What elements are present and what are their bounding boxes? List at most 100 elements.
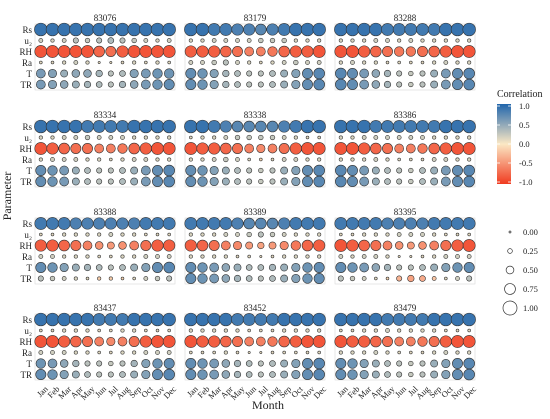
y-axis-title: Parameter [0, 172, 14, 221]
bubble-Ra-oct [294, 350, 298, 355]
panel-83452: 83452JanFebMarAprMayJunJulAugSepOctNovDe… [184, 302, 328, 402]
bubble-u-jan [338, 135, 343, 140]
bubble-u-may [84, 134, 91, 141]
bubble-u-may [235, 328, 240, 333]
bubble-Rs-jun [243, 217, 255, 230]
bubble-T-jul [408, 70, 414, 77]
bubble-Ra-apr [373, 350, 379, 355]
bubble-T-oct [291, 358, 301, 369]
bubble-TR-jul [107, 178, 114, 185]
bubble-Ra-oct [143, 350, 149, 355]
bubble-T-dec [463, 164, 475, 177]
bubble-RH-apr [370, 45, 382, 58]
bubble-RH-apr [221, 240, 231, 251]
bubble-RH-may [382, 46, 393, 57]
bubble-u-oct [144, 328, 148, 333]
bubble-Ra-jun [397, 255, 401, 258]
bubble-RH-jan [334, 335, 348, 348]
bubble-u-apr [373, 232, 378, 237]
bubble-TR-nov [452, 176, 463, 187]
bubble-Ra-jun [397, 60, 401, 65]
bubble-u-mar [362, 328, 367, 333]
bubble-Ra-apr [73, 157, 79, 162]
size-legend-label: 0.25 [523, 246, 538, 256]
bubble-T-mar [209, 262, 219, 273]
bubble-u-dec [167, 328, 171, 333]
bubble-TR-mar [359, 176, 369, 187]
bubble-Rs-may [80, 312, 95, 327]
bubble-Rs-nov [300, 119, 315, 134]
bubble-Rs-jul [255, 217, 267, 230]
bubble-Ra-aug [420, 157, 425, 162]
bubble-u-aug [269, 37, 276, 44]
bubble-Rs-aug [266, 217, 279, 230]
bubble-TR-sep [130, 370, 139, 379]
bubble-TR-mar [361, 276, 367, 281]
bubble-T-jul [257, 360, 264, 367]
y-tick-label: TR [20, 80, 32, 90]
bubble-u-jun [397, 38, 402, 43]
bubble-Rs-oct [139, 119, 153, 134]
bubble-Ra-may [385, 157, 390, 162]
bubble-Ra-feb [200, 350, 205, 355]
bubble-TR-sep [280, 177, 289, 186]
bubble-T-apr [72, 359, 80, 368]
bubble-u-dec [317, 328, 322, 333]
bubble-Ra-oct [293, 59, 299, 66]
bubble-TR-jul [408, 178, 414, 185]
panel-strip [335, 206, 475, 218]
bubble-RH-apr [370, 142, 382, 155]
bubble-TR-feb [197, 79, 208, 90]
y-tick-label: Ra [22, 252, 32, 262]
bubble-u-apr [73, 328, 78, 333]
bubble-u-jan [39, 232, 43, 237]
bubble-Ra-feb [350, 157, 355, 162]
bubble-Ra-nov [155, 350, 160, 355]
bubble-RH-jun [93, 45, 105, 58]
bubble-T-jul [257, 264, 265, 271]
bubble-u-jun [96, 135, 102, 140]
panel-title: 83288 [394, 13, 417, 23]
bubble-Ra-nov [455, 350, 460, 355]
bubble-TR-nov [452, 369, 463, 380]
bubble-Ra-jan [38, 350, 44, 355]
bubble-RH-feb [196, 142, 209, 155]
bubble-T-jun [245, 264, 253, 271]
bubble-T-aug [269, 70, 276, 77]
bubble-TR-mar [209, 369, 219, 380]
bubble-RH-dec [312, 335, 326, 348]
bubble-T-nov [452, 165, 463, 176]
bubble-RH-sep [428, 336, 440, 347]
bubble-T-jan [335, 358, 347, 369]
bubble-TR-may [85, 276, 90, 281]
bubble-T-jul [407, 264, 414, 271]
bubble-RH-apr [370, 240, 382, 251]
bubble-Rs-apr [369, 312, 383, 327]
bubble-RH-may [232, 143, 243, 154]
bubble-Ra-mar [62, 60, 67, 65]
bubble-T-sep [130, 359, 138, 368]
bubble-Rs-jun [392, 23, 406, 36]
y-tick-label: Rs [22, 25, 32, 35]
bubble-RH-mar [358, 45, 371, 58]
bubble-TR-dec [163, 368, 175, 381]
bubble-TR-jul [108, 276, 113, 281]
bubble-RH-jun [394, 46, 405, 57]
panel-83179: 83179 [184, 12, 326, 91]
bubble-Ra-aug [120, 60, 125, 65]
bubble-u-mar [212, 135, 217, 140]
bubble-Rs-may [381, 23, 394, 36]
bubble-T-may [84, 360, 91, 367]
bubble-RH-jan [184, 335, 198, 348]
bubble-Ra-dec [317, 157, 322, 162]
bubble-Ra-jun [247, 254, 251, 259]
bubble-u-sep [132, 135, 137, 140]
size-legend-bubble [507, 248, 513, 254]
bubble-Ra-mar [61, 350, 67, 355]
panel-83395: 83395 [334, 206, 476, 285]
bubble-RH-sep [428, 45, 440, 58]
bubble-RH-nov [151, 335, 164, 348]
bubble-Rs-jan [184, 312, 198, 327]
bubble-TR-apr [221, 177, 230, 186]
